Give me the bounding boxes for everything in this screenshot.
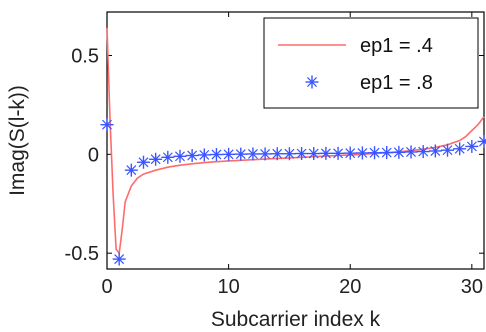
x-axis-label: Subcarrier index k [211,308,381,331]
data-point-star [295,147,309,161]
star-stroke [235,149,246,160]
data-point-star [331,146,345,160]
data-point-star [258,147,272,161]
star-stroke [369,147,380,158]
star-stroke [247,148,258,159]
star-stroke [284,148,295,159]
data-point-star [319,146,333,160]
star-stroke [308,148,319,159]
legend: ep1 = .4 ep1 = .8 [263,17,479,109]
data-point-star [234,147,248,161]
data-point-star [197,148,211,162]
star-stroke [393,147,404,158]
data-point-star [380,146,394,160]
data-point-star [270,147,284,161]
star-stroke [150,154,161,165]
star-stroke [406,146,417,157]
star-stroke [442,145,453,156]
data-point-star [100,118,114,132]
star-stroke [345,148,356,159]
y-tick-label: 0 [88,144,99,166]
data-point-star [149,152,163,166]
star-stroke [296,148,307,159]
legend-box [263,17,479,109]
data-point-star [343,146,357,160]
x-axis-ticks: 0 10 20 30 [101,12,483,298]
data-point-star [246,147,260,161]
series-line [106,27,485,256]
x-tick-label: 0 [101,276,112,298]
y-axis-ticks: -0.5 0 0.5 [65,45,484,265]
data-point-star [307,147,321,161]
x-tick-label: 20 [339,276,361,298]
star-stroke [138,157,149,168]
star-stroke [430,146,441,156]
y-axis-label: Imag(S(l-k)) [6,85,29,196]
star-stroke [102,119,112,130]
legend-entry-label: ep1 = .8 [360,72,433,94]
data-point-star [209,148,223,162]
series-layer [100,27,486,266]
data-point-star [124,163,138,177]
data-point-star [161,150,175,164]
data-point-star [355,146,369,160]
star-stroke [126,165,137,176]
legend-swatch-marker [305,75,319,89]
star-stroke [418,146,429,157]
x-tick-label: 30 [461,276,483,298]
star-stroke [333,148,344,159]
data-point-star [392,145,406,159]
y-tick-label: -0.5 [65,243,99,265]
star-stroke [381,147,392,158]
data-point-star [368,146,382,160]
data-point-star [282,147,296,161]
data-point-star [173,149,187,163]
data-point-star [112,252,126,266]
y-tick-label: 0.5 [71,45,99,67]
legend-entry-label: ep1 = .4 [360,35,433,57]
data-point-star [416,145,430,159]
star-stroke [174,151,185,162]
data-point-star [428,144,442,158]
star-stroke [162,152,173,163]
data-point-star [136,155,150,169]
star-stroke [187,150,198,161]
star-stroke [272,148,283,159]
star-stroke [466,141,477,152]
star-stroke [357,147,368,158]
star-stroke [260,148,271,159]
data-point-star [453,142,467,156]
star-stroke [320,148,331,159]
star-stroke [199,149,210,160]
data-point-star [465,139,479,153]
data-point-star [441,143,455,157]
star-stroke [479,138,486,147]
star-stroke [211,149,222,160]
data-point-star [222,147,236,161]
data-point-star [185,149,199,163]
star-stroke [114,254,125,265]
star-stroke [223,149,234,160]
star-stroke [307,77,317,87]
data-point-star [404,145,418,159]
star-stroke [454,143,465,154]
data-point-star [477,134,486,148]
x-tick-label: 10 [217,276,239,298]
